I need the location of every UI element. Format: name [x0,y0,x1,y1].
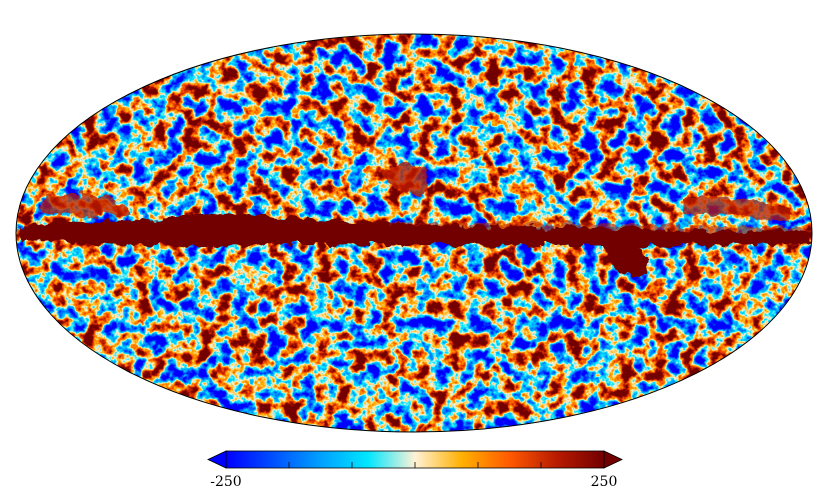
colorbar-extend-max-arrow [603,450,623,469]
colorbar: -250 250 [207,450,623,490]
colorbar-ticks [225,462,605,468]
colorbar-max-label: 250 [591,474,618,490]
mollweide-outline [15,33,813,433]
cmb-temperature-map [16,34,812,432]
galactic-plane-emission [16,164,812,278]
sky-map [15,33,813,433]
colorbar-min-label: -250 [210,474,241,490]
colorbar-extend-min-arrow [207,450,227,469]
